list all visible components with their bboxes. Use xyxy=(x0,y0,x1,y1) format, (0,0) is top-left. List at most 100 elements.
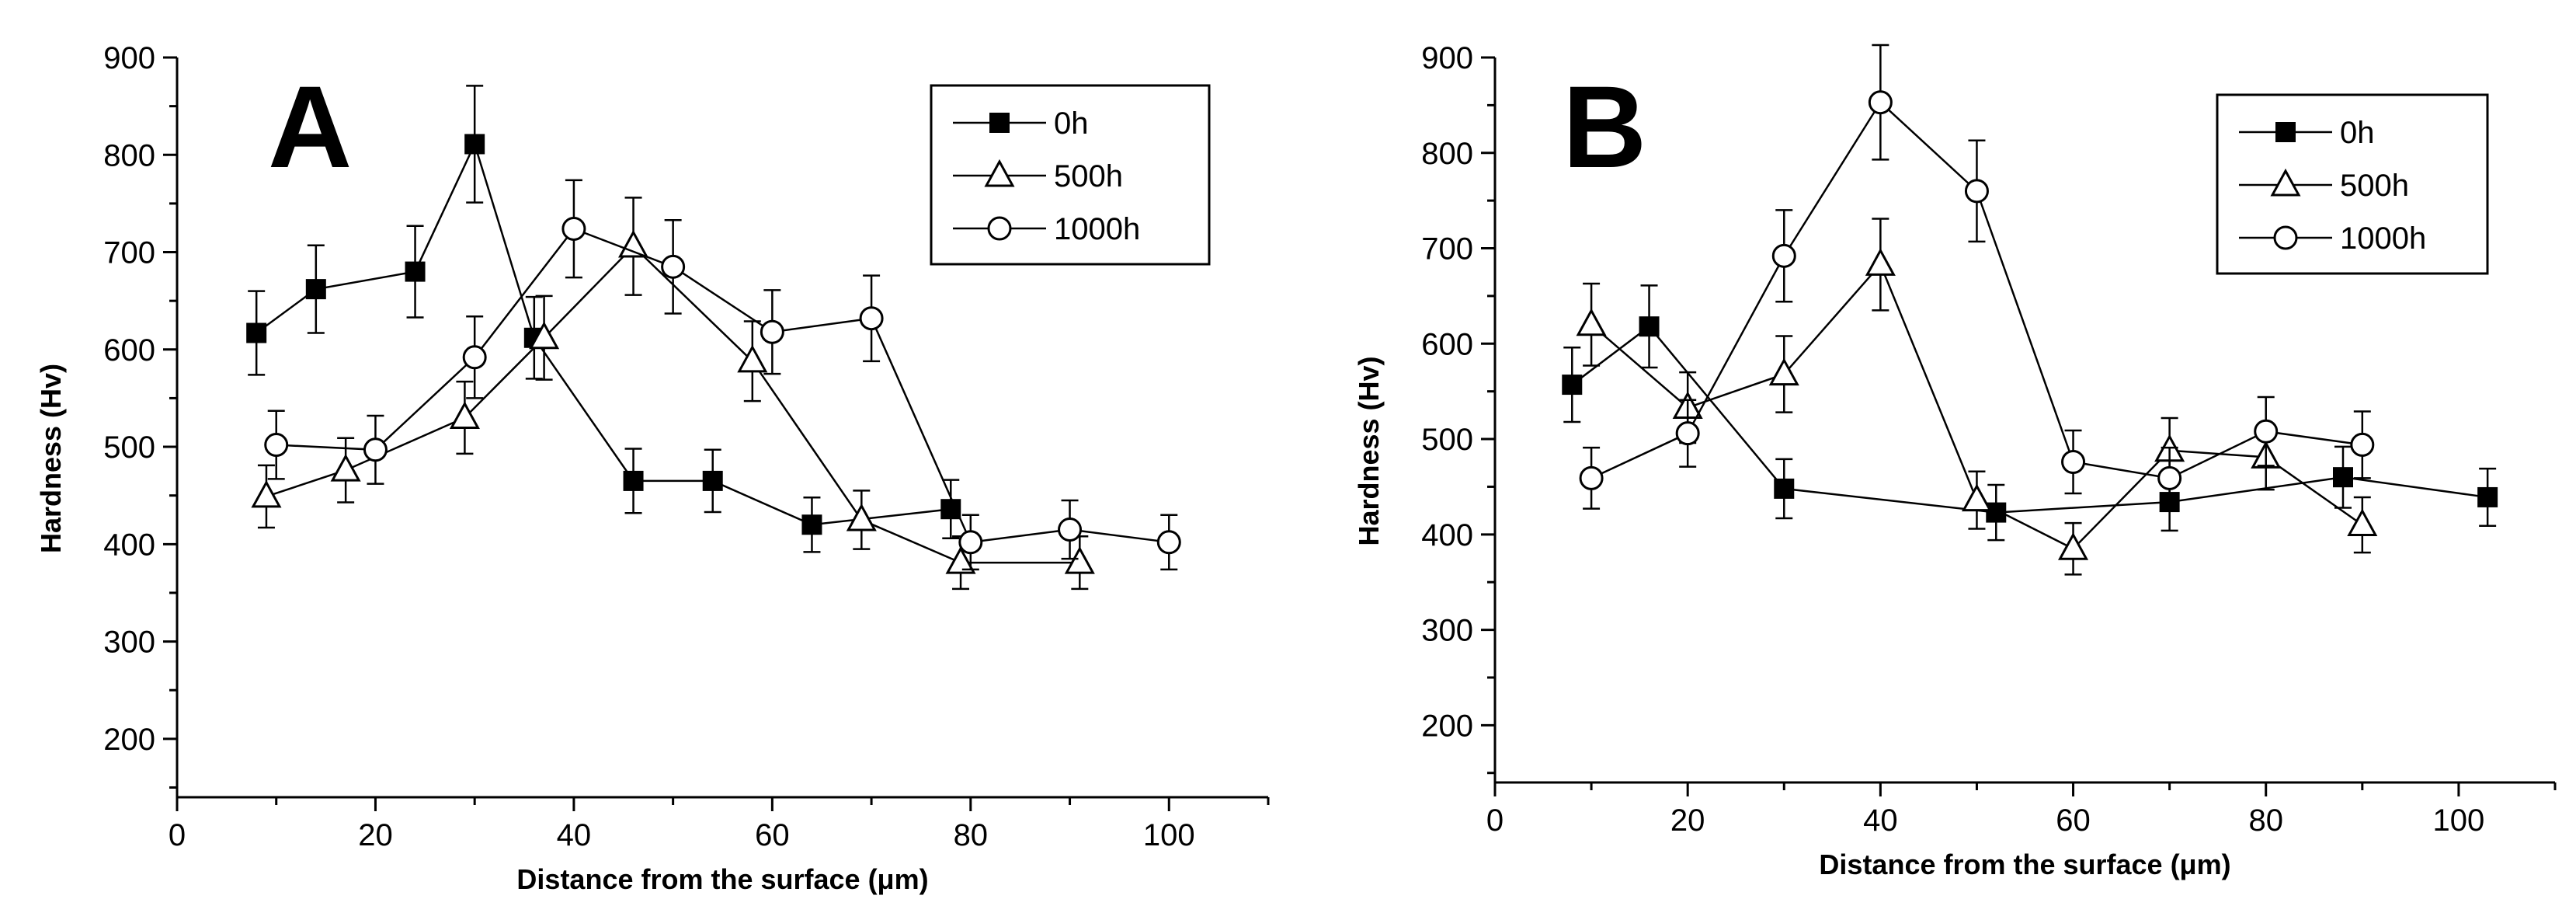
data-point xyxy=(561,216,586,241)
x-tick-label: 100 xyxy=(1143,818,1195,852)
data-point xyxy=(1058,518,1083,542)
data-point xyxy=(1964,179,1989,204)
data-point xyxy=(623,470,644,491)
series-1000h xyxy=(264,179,1181,571)
x-tick-label: 80 xyxy=(2248,803,2283,838)
data-point xyxy=(618,229,649,258)
x-tick-label: 20 xyxy=(1670,803,1705,838)
legend-marker xyxy=(984,159,1015,187)
data-point xyxy=(405,261,426,282)
data-point xyxy=(2333,467,2353,488)
y-tick-label: 500 xyxy=(103,430,155,465)
x-tick-label: 40 xyxy=(557,818,592,852)
data-point xyxy=(859,306,884,331)
data-point xyxy=(1865,248,1896,276)
panel-letter: A xyxy=(268,61,352,192)
x-tick-label: 100 xyxy=(2433,803,2485,838)
legend-marker xyxy=(987,216,1012,241)
legend-box xyxy=(930,84,1211,266)
y-tick-label: 800 xyxy=(103,138,155,172)
x-tick-label: 20 xyxy=(358,818,393,852)
data-point xyxy=(246,322,267,343)
data-point xyxy=(945,545,976,574)
series-500h xyxy=(1576,218,2378,576)
series-0h xyxy=(1562,284,2498,542)
x-tick-label: 80 xyxy=(954,818,989,852)
data-point xyxy=(958,530,983,555)
data-point xyxy=(2347,508,2378,537)
data-point xyxy=(462,345,487,370)
series-0h xyxy=(246,85,961,553)
series-line xyxy=(256,141,951,526)
x-tick-label: 0 xyxy=(1486,803,1504,838)
data-point xyxy=(330,453,361,482)
panel-b: 0 20 40 60 80 100 200 300 400 500 600 700 800 900 Dist… xyxy=(1353,41,2557,880)
data-point xyxy=(846,503,877,531)
data-point xyxy=(1064,545,1095,574)
data-point xyxy=(661,254,686,279)
data-point xyxy=(449,401,480,429)
y-tick-label: 900 xyxy=(1421,41,1473,75)
y-tick-label: 700 xyxy=(1421,232,1473,267)
panel-letter: B xyxy=(1563,61,1646,192)
x-axis-label: Distance from the surface (μm) xyxy=(516,863,928,895)
data-point xyxy=(1156,530,1181,555)
legend-entry: 1000h xyxy=(2340,221,2426,256)
y-tick-label: 300 xyxy=(1421,614,1473,648)
data-point xyxy=(737,344,768,373)
y-tick-label: 900 xyxy=(103,41,155,75)
data-point xyxy=(363,437,388,462)
data-point xyxy=(760,319,784,344)
x-axis-label: Distance from the surface (μm) xyxy=(1819,849,2230,880)
y-tick-label: 500 xyxy=(1421,423,1473,457)
data-point xyxy=(1562,375,1583,396)
legend-entry: 1000h xyxy=(1054,212,1140,246)
legend-marker xyxy=(989,113,1010,133)
y-tick-label: 200 xyxy=(1421,709,1473,743)
series-1000h xyxy=(1579,44,2375,510)
data-point xyxy=(1771,243,1796,268)
data-point xyxy=(1868,90,1893,115)
legend: 0h 500h 1000h xyxy=(930,84,1211,266)
x-tick-label: 0 xyxy=(169,818,186,852)
data-point xyxy=(1675,421,1700,446)
legend-entry: 0h xyxy=(1054,106,1089,141)
data-point xyxy=(264,433,289,458)
data-point xyxy=(1579,465,1604,490)
data-point xyxy=(940,499,961,520)
legend-marker xyxy=(2275,122,2296,142)
data-point xyxy=(2157,465,2182,490)
y-tick-label: 300 xyxy=(103,626,155,660)
data-point xyxy=(2477,486,2498,507)
legend-entry: 0h xyxy=(2340,116,2375,150)
y-axis-label: Hardness (Hv) xyxy=(35,364,67,553)
x-tick-label: 60 xyxy=(2056,803,2091,838)
legend-marker xyxy=(2270,168,2301,197)
data-point xyxy=(1774,478,1795,499)
data-point xyxy=(1961,483,1992,512)
data-point xyxy=(1576,308,1607,336)
legend: 0h 500h 1000h xyxy=(2216,93,2489,275)
x-tick-label: 60 xyxy=(755,818,790,852)
y-tick-label: 700 xyxy=(103,236,155,270)
data-point xyxy=(801,514,822,535)
x-tick-label: 40 xyxy=(1863,803,1898,838)
data-point xyxy=(1639,316,1660,337)
data-point xyxy=(464,134,485,155)
series-line xyxy=(276,227,1170,544)
data-point xyxy=(702,470,723,491)
panel-a: 0 20 40 60 80 100 200 300 400 500 600 700 800 900 Dist… xyxy=(35,41,1270,895)
legend-entry: 500h xyxy=(1054,159,1123,193)
y-tick-label: 800 xyxy=(1421,137,1473,171)
legend-entry: 500h xyxy=(2340,169,2409,203)
data-point xyxy=(305,279,326,300)
data-point xyxy=(1768,357,1799,386)
y-axis-label: Hardness (Hv) xyxy=(1353,356,1385,545)
data-point xyxy=(2254,419,2279,444)
data-point xyxy=(529,321,560,350)
data-point xyxy=(251,479,282,508)
legend-marker xyxy=(2273,225,2298,250)
data-point xyxy=(2058,532,2089,560)
